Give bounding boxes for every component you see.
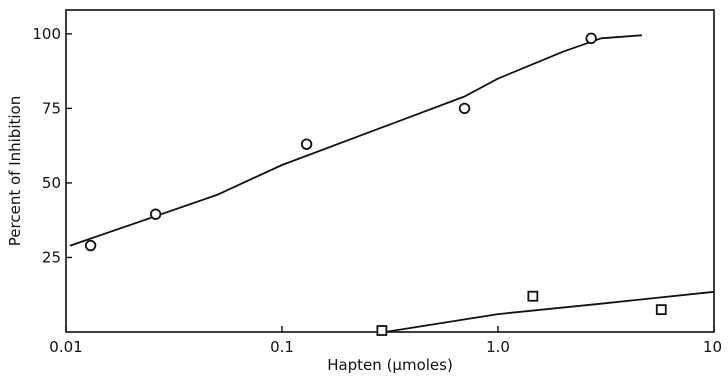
x-tick-label: 1.0 — [486, 338, 510, 356]
x-tick-label: 10 — [703, 338, 722, 356]
ticks: 0.01 0.1 1.0 10 25 50 75 100 — [32, 25, 722, 356]
fit-curve-square — [384, 290, 715, 333]
y-tick-label: 75 — [42, 99, 61, 117]
data-point-circle — [300, 138, 313, 150]
y-axis-title: Percent of Inhibition — [6, 96, 24, 246]
x-tick-label: 0.01 — [49, 338, 82, 356]
x-tick-label: 0.1 — [270, 338, 294, 356]
x-axis-title: Hapten (μmoles) — [327, 356, 453, 374]
data-point-square — [527, 290, 539, 302]
data-point-circle — [149, 208, 162, 220]
data-points — [84, 32, 667, 336]
y-tick-label: 100 — [32, 25, 61, 43]
data-point-circle — [585, 32, 597, 45]
y-tick-label: 50 — [42, 174, 61, 192]
data-point-square — [655, 304, 667, 316]
data-point-circle — [458, 102, 471, 115]
fit-curve-circle — [69, 34, 643, 247]
data-point-square — [376, 325, 388, 336]
data-point-circle — [84, 239, 97, 252]
y-tick-label: 25 — [42, 248, 61, 266]
plot-frame — [65, 9, 715, 333]
axes — [65, 9, 715, 333]
fit-curves — [69, 34, 715, 333]
